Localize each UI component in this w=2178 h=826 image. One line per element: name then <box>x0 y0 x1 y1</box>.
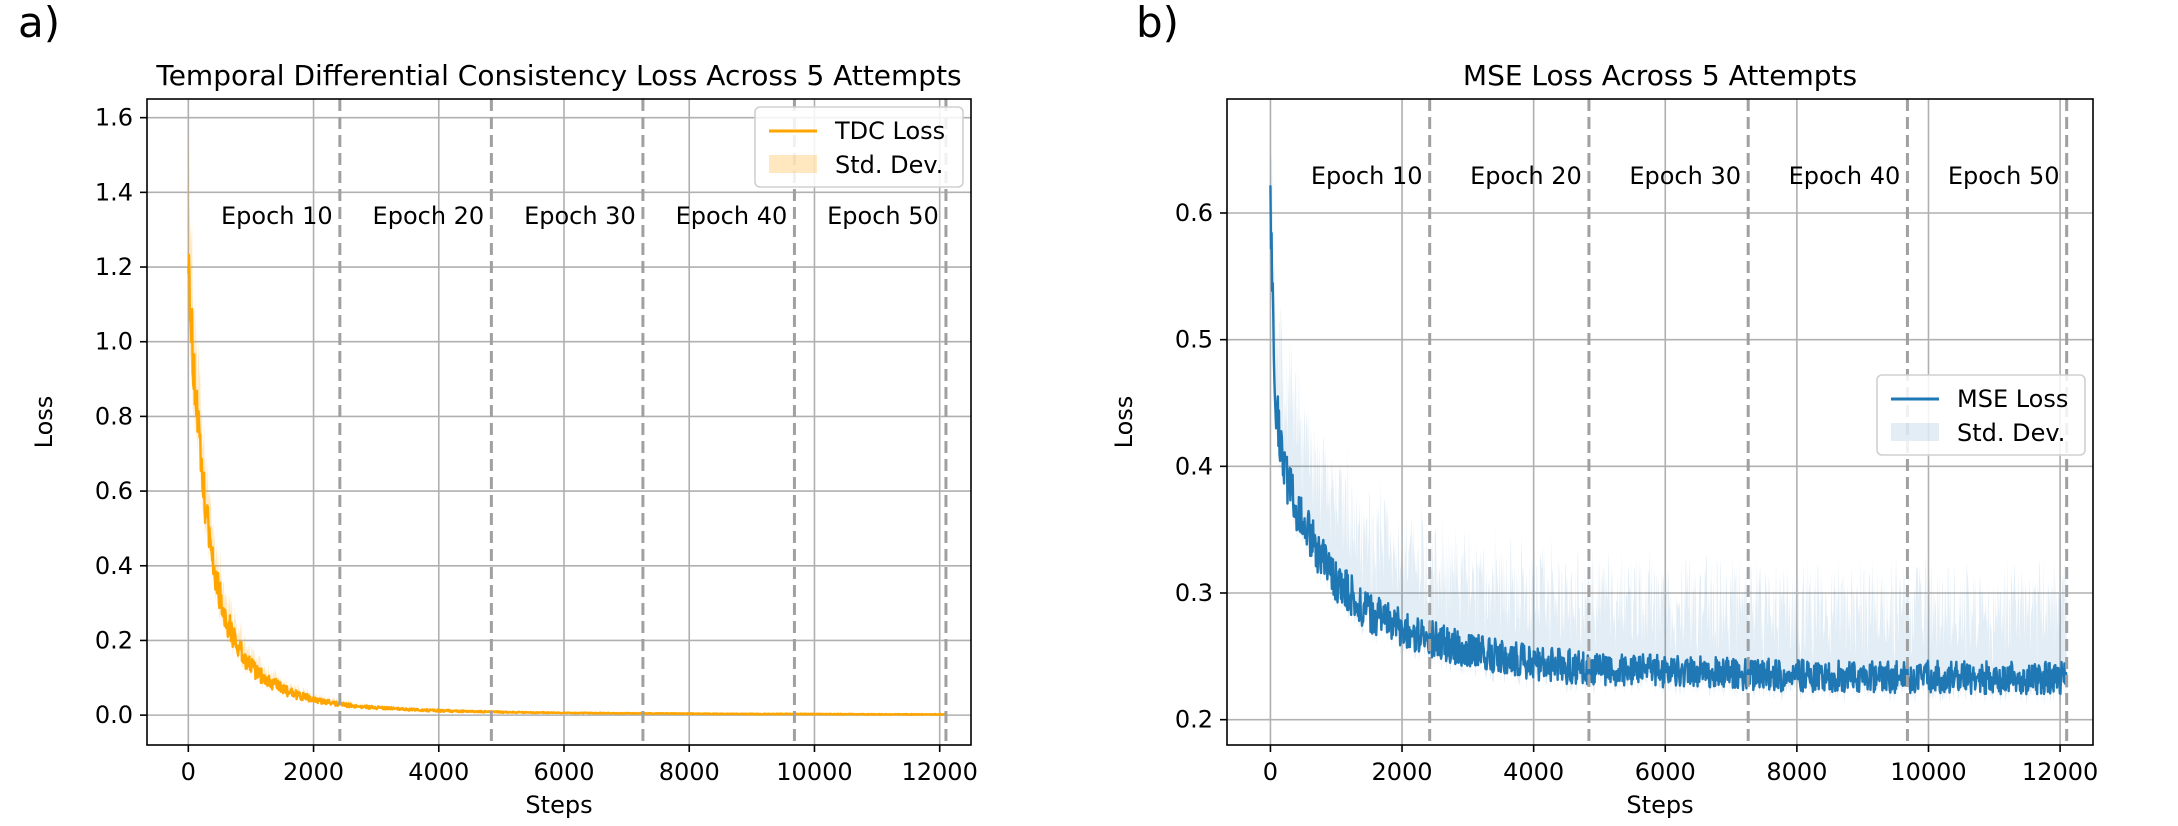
y-tick-label: 1.0 <box>95 328 133 356</box>
x-tick-label: 0 <box>1263 758 1278 786</box>
epoch-label: Epoch 30 <box>1629 162 1741 190</box>
chart-title: MSE Loss Across 5 Attempts <box>1463 59 1857 92</box>
y-tick-label: 0.8 <box>95 402 133 430</box>
y-tick-label: 0.4 <box>1175 452 1213 480</box>
legend-entry-label: Std. Dev. <box>835 151 943 179</box>
y-tick-label: 0.2 <box>95 626 133 654</box>
legend: TDC Loss Std. Dev. <box>754 106 964 188</box>
y-tick-label: 0.6 <box>1175 199 1213 227</box>
panel-b: b) Epoch 10 Epoch 20 Epoch 30 Epoch 40 Epoch … <box>1110 0 2098 819</box>
axes-frame <box>1226 98 2094 746</box>
legend: MSE Loss Std. Dev. <box>1876 374 2086 456</box>
legend-entry-label: MSE Loss <box>1957 385 2068 413</box>
x-axis-label: Steps <box>525 791 592 819</box>
x-tick-label: 0 <box>181 758 196 786</box>
loss-line <box>187 253 947 716</box>
legend-entry-label: Std. Dev. <box>1957 419 2065 447</box>
x-tick-label: 10000 <box>776 758 852 786</box>
x-tick-label: 6000 <box>533 758 594 786</box>
y-tick-label: 1.4 <box>95 178 133 206</box>
legend-band-swatch <box>769 155 817 173</box>
x-tick-label: 4000 <box>1503 758 1564 786</box>
epoch-label: Epoch 20 <box>1470 162 1582 190</box>
x-tick-label: 12000 <box>2022 758 2098 786</box>
x-tick-label: 8000 <box>1766 758 1827 786</box>
y-tick-label: 0.0 <box>95 701 133 729</box>
epoch-label: Epoch 20 <box>373 202 485 230</box>
epoch-label: Epoch 10 <box>221 202 333 230</box>
legend-box <box>754 106 964 188</box>
x-tick-label: 12000 <box>902 758 978 786</box>
epoch-label: Epoch 50 <box>1948 162 2060 190</box>
x-tick-label: 6000 <box>1635 758 1696 786</box>
std-dev-band <box>1270 126 2067 705</box>
y-axis-label: Loss <box>1110 396 1138 449</box>
panel-label: a) <box>18 0 60 47</box>
legend-band-swatch <box>1891 423 1939 441</box>
x-tick-label: 10000 <box>1890 758 1966 786</box>
y-tick-label: 0.4 <box>95 552 133 580</box>
axes-frame <box>146 98 972 746</box>
y-tick-label: 0.2 <box>1175 706 1213 734</box>
x-tick-label: 4000 <box>408 758 469 786</box>
y-tick-label: 0.5 <box>1175 326 1213 354</box>
x-tick-label: 8000 <box>659 758 720 786</box>
epoch-label: Epoch 40 <box>1789 162 1901 190</box>
chart-title: Temporal Differential Consistency Loss A… <box>155 59 961 92</box>
y-tick-label: 1.2 <box>95 253 133 281</box>
plot-area <box>1269 126 2068 705</box>
y-tick-label: 0.6 <box>95 477 133 505</box>
epoch-label: Epoch 50 <box>827 202 939 230</box>
epoch-label: Epoch 30 <box>524 202 636 230</box>
legend-entry-label: TDC Loss <box>834 117 945 145</box>
y-axis-label: Loss <box>30 396 58 449</box>
x-tick-label: 2000 <box>283 758 344 786</box>
x-tick-label: 2000 <box>1372 758 1433 786</box>
panel-a: a) Epoch 10 Epoch 20 Epoch 30 Epoch 40 Epoch … <box>18 0 978 819</box>
y-tick-label: 1.6 <box>95 104 133 132</box>
x-axis-label: Steps <box>1626 791 1693 819</box>
plot-area <box>187 124 947 716</box>
legend-box <box>1876 374 2086 456</box>
epoch-label: Epoch 40 <box>676 202 788 230</box>
epoch-label: Epoch 10 <box>1311 162 1423 190</box>
y-tick-label: 0.3 <box>1175 579 1213 607</box>
loss-line <box>1269 185 2068 696</box>
panel-label: b) <box>1136 0 1179 47</box>
